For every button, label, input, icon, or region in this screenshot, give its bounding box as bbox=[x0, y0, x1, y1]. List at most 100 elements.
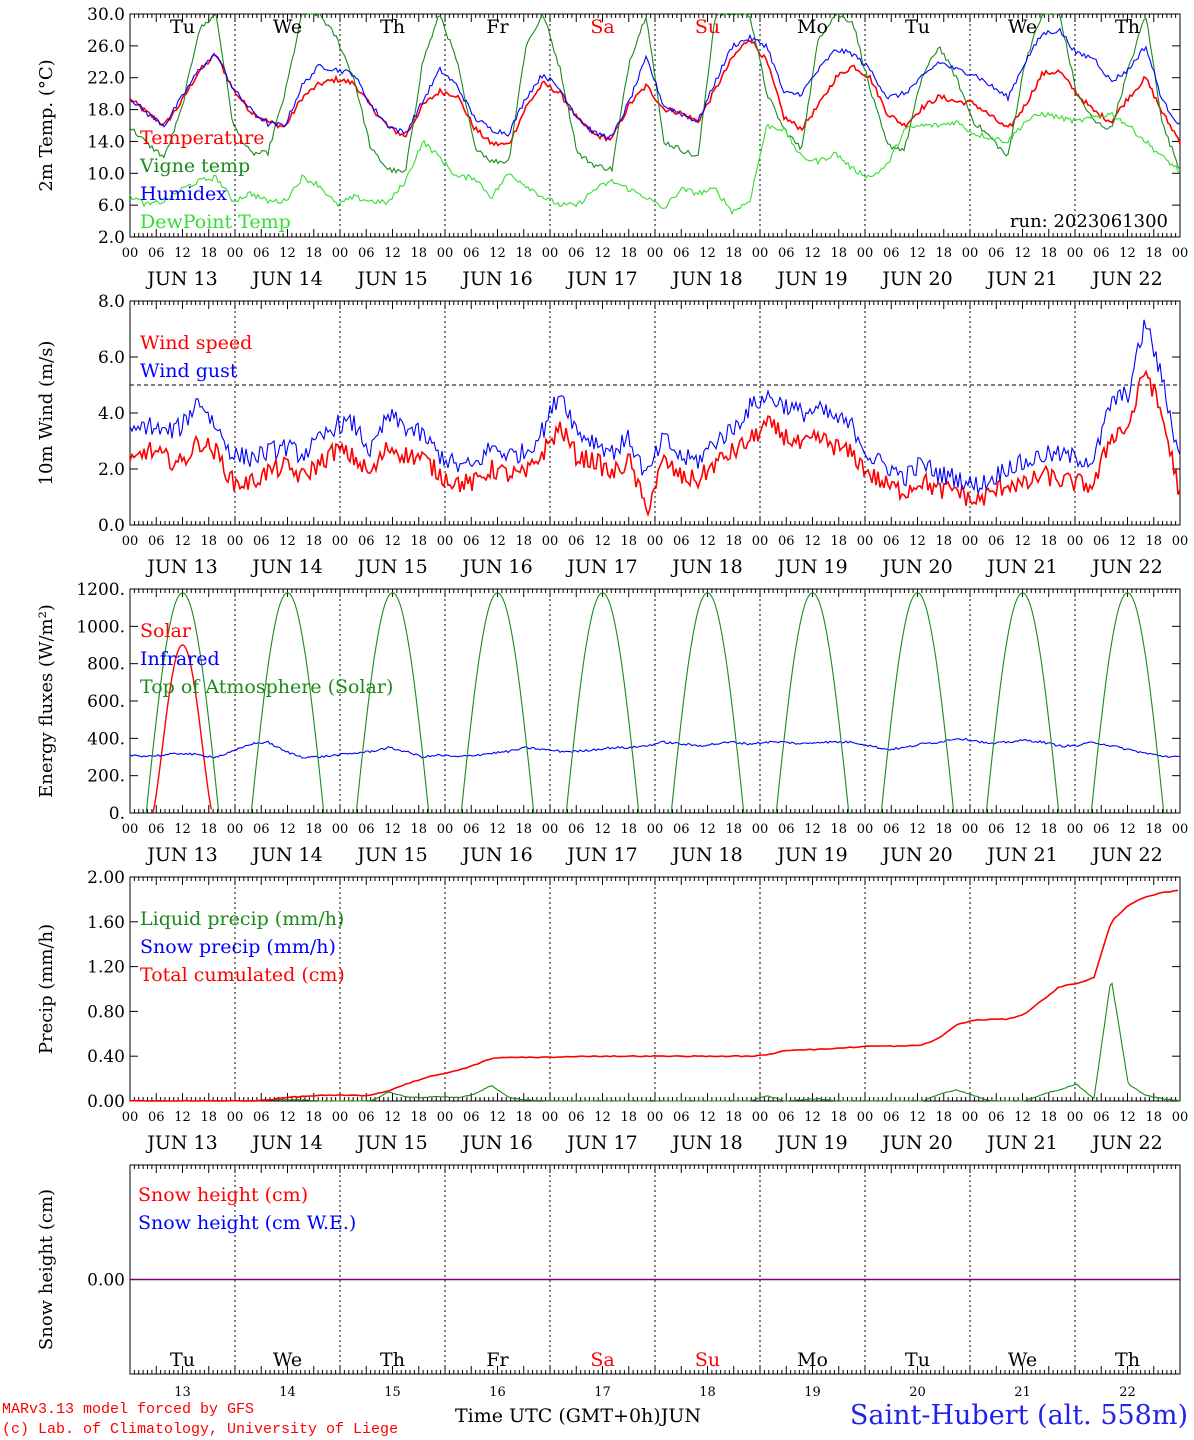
hour-label: 18 bbox=[410, 246, 427, 261]
day-label: JUN 18 bbox=[670, 556, 742, 578]
hour-label: 06 bbox=[463, 822, 480, 837]
hour-label: 18 bbox=[515, 1110, 532, 1125]
hour-label: 18 bbox=[1145, 246, 1162, 261]
hour-label: 18 bbox=[200, 822, 217, 837]
day-label: JUN 16 bbox=[460, 556, 532, 578]
hour-label: 18 bbox=[620, 534, 637, 549]
day-label: JUN 19 bbox=[775, 844, 847, 866]
hour-label: 06 bbox=[253, 1110, 270, 1125]
hour-label: 12 bbox=[279, 246, 296, 261]
y-tick-label: 1000. bbox=[76, 617, 125, 637]
hour-label: 12 bbox=[1014, 1110, 1031, 1125]
day-number-label: 17 bbox=[594, 1385, 611, 1400]
day-label: JUN 14 bbox=[250, 1132, 322, 1154]
legend-entry: Total cumulated (cm) bbox=[140, 964, 345, 986]
hour-label: 18 bbox=[830, 822, 847, 837]
hour-label: 06 bbox=[253, 822, 270, 837]
y-tick-label: 600. bbox=[87, 692, 125, 712]
hour-label: 00 bbox=[1172, 534, 1189, 549]
hour-label: 12 bbox=[174, 1110, 191, 1125]
series-line bbox=[129, 27, 1181, 140]
y-axis-label: Snow height (cm) bbox=[36, 1189, 57, 1350]
legend-entry: DewPoint Temp bbox=[140, 211, 291, 233]
hour-label: 06 bbox=[253, 534, 270, 549]
hour-label: 06 bbox=[673, 822, 690, 837]
hour-label: 18 bbox=[305, 1110, 322, 1125]
hour-label: 12 bbox=[489, 246, 506, 261]
hour-label: 12 bbox=[174, 246, 191, 261]
series-line bbox=[129, 111, 1181, 216]
hour-label: 18 bbox=[725, 822, 742, 837]
legend-entry: Temperature bbox=[140, 127, 264, 149]
y-tick-label: 6.0 bbox=[98, 196, 125, 216]
day-label: JUN 20 bbox=[880, 844, 952, 866]
hour-label: 12 bbox=[699, 246, 716, 261]
hour-label: 18 bbox=[305, 534, 322, 549]
hour-label: 18 bbox=[620, 1110, 637, 1125]
hour-label: 06 bbox=[778, 1110, 795, 1125]
hour-label: 00 bbox=[437, 1110, 454, 1125]
hour-label: 06 bbox=[463, 534, 480, 549]
hour-label: 00 bbox=[122, 246, 139, 261]
weekday-label: Tu bbox=[170, 1349, 195, 1371]
hour-label: 12 bbox=[804, 822, 821, 837]
time-axis-label: Time UTC (GMT+0h)JUN bbox=[455, 1405, 701, 1427]
legend-entry: Liquid precip (mm/h) bbox=[140, 908, 344, 930]
hour-label: 00 bbox=[857, 534, 874, 549]
hour-label: 00 bbox=[962, 1110, 979, 1125]
hour-label: 06 bbox=[1093, 246, 1110, 261]
y-tick-label: 1.20 bbox=[87, 958, 125, 978]
y-tick-label: 2.00 bbox=[87, 868, 125, 888]
hour-label: 00 bbox=[437, 534, 454, 549]
hour-label: 12 bbox=[699, 534, 716, 549]
series-line bbox=[129, 369, 1181, 517]
hour-label: 00 bbox=[227, 246, 244, 261]
station-name: Saint-Hubert (alt. 558m) bbox=[849, 1400, 1188, 1431]
day-label: JUN 22 bbox=[1090, 268, 1162, 290]
day-label: JUN 18 bbox=[670, 268, 742, 290]
y-tick-label: 10.0 bbox=[87, 164, 125, 184]
day-label: JUN 18 bbox=[670, 1132, 742, 1154]
hour-label: 12 bbox=[1014, 534, 1031, 549]
day-label: JUN 19 bbox=[775, 1132, 847, 1154]
day-label: JUN 22 bbox=[1090, 556, 1162, 578]
hour-label: 12 bbox=[384, 1110, 401, 1125]
hour-label: 00 bbox=[752, 822, 769, 837]
y-tick-label: 8.0 bbox=[98, 292, 125, 312]
series-line bbox=[129, 981, 1181, 1102]
hour-label: 12 bbox=[804, 246, 821, 261]
hour-label: 18 bbox=[725, 534, 742, 549]
hour-label: 12 bbox=[594, 822, 611, 837]
day-label: JUN 15 bbox=[355, 844, 427, 866]
y-axis-label: Energy fluxes (W/m²) bbox=[36, 604, 57, 798]
hour-label: 00 bbox=[1172, 1110, 1189, 1125]
hour-label: 12 bbox=[279, 822, 296, 837]
y-axis-label: 10m Wind (m/s) bbox=[36, 341, 57, 486]
hour-label: 06 bbox=[988, 534, 1005, 549]
hour-label: 00 bbox=[122, 822, 139, 837]
hour-label: 18 bbox=[620, 822, 637, 837]
hour-label: 12 bbox=[279, 534, 296, 549]
day-label: JUN 14 bbox=[250, 268, 322, 290]
day-label: JUN 18 bbox=[670, 844, 742, 866]
day-number-label: 20 bbox=[909, 1385, 926, 1400]
toa-solar-curve bbox=[145, 592, 1165, 814]
legend-entry: Vigne temp bbox=[139, 155, 250, 177]
hour-label: 00 bbox=[857, 1110, 874, 1125]
day-label: JUN 21 bbox=[985, 268, 1057, 290]
weekday-label: We bbox=[1008, 16, 1037, 38]
hour-label: 12 bbox=[594, 1110, 611, 1125]
hour-label: 00 bbox=[122, 1110, 139, 1125]
y-tick-label: 800. bbox=[87, 655, 125, 675]
y-tick-label: 1.60 bbox=[87, 913, 125, 933]
hour-label: 12 bbox=[174, 534, 191, 549]
hour-label: 06 bbox=[1093, 534, 1110, 549]
hour-label: 06 bbox=[568, 822, 585, 837]
legend-entry: Top of Atmosphere (Solar) bbox=[140, 676, 393, 698]
weekday-label: We bbox=[273, 1349, 302, 1371]
hour-label: 12 bbox=[1014, 246, 1031, 261]
y-tick-label: 0.40 bbox=[87, 1047, 125, 1067]
weekday-label: We bbox=[1008, 1349, 1037, 1371]
hour-label: 12 bbox=[1119, 1110, 1136, 1125]
hour-label: 00 bbox=[542, 822, 559, 837]
